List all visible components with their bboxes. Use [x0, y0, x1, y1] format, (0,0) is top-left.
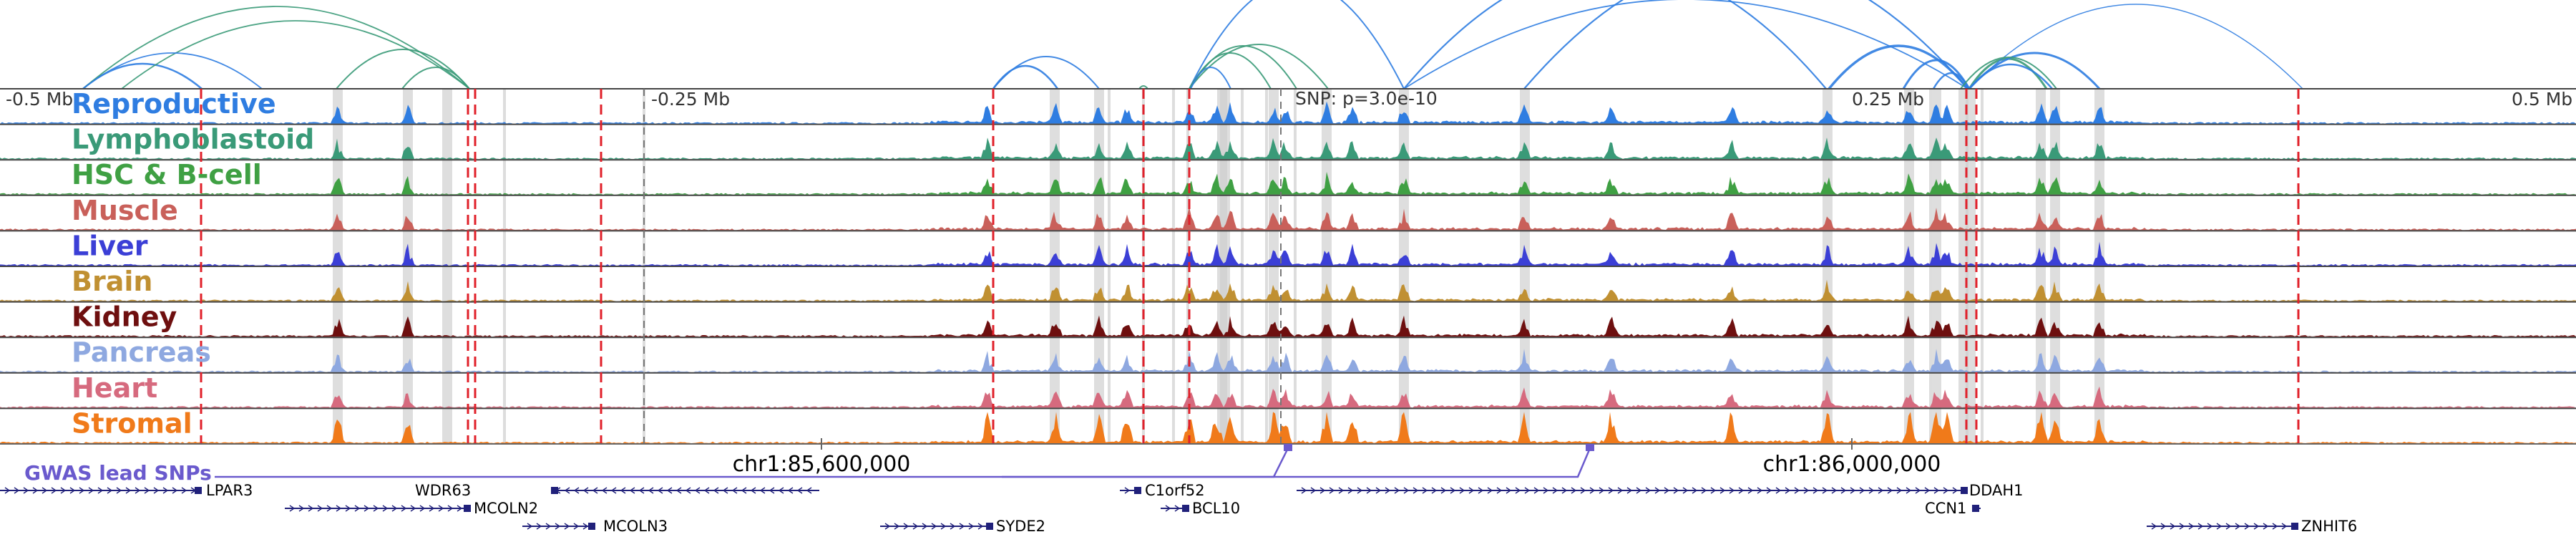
track-signal [0, 241, 2576, 266]
snp-label: SNP: p=3.0e-10 [1295, 88, 1438, 109]
gwas-lead-snps-label: GWAS lead SNPs [24, 461, 212, 485]
track-label: Liver [72, 230, 148, 261]
track-signal [0, 386, 2576, 408]
gene-wdr63: WDR63 [415, 482, 819, 499]
track-label: HSC & B-cell [72, 159, 262, 190]
chromatin-loop-arc [1189, 0, 1405, 90]
track-signal [0, 349, 2576, 372]
gene-mcoln3: MCOLN3 [522, 518, 668, 535]
chromatin-loop-arc [401, 67, 470, 90]
gene-label: LPAR3 [206, 482, 253, 499]
gene-label: DDAH1 [1969, 482, 2024, 499]
signal-tracks [0, 88, 2576, 445]
chromatin-loop-arc [1403, 0, 1968, 90]
track-label: Lymphoblastoid [72, 124, 314, 155]
coordinate-right: chr1:86,000,000 [1763, 452, 1941, 477]
chromatin-loops [82, 0, 2303, 90]
gene-label: MCOLN2 [474, 500, 538, 517]
gene-label: CCN1 [1925, 500, 1966, 517]
gene-mcoln2: MCOLN2 [285, 500, 538, 517]
gene-label: C1orf52 [1145, 482, 1205, 499]
chromatin-loop-arc [336, 49, 470, 90]
chromatin-loop-arc [992, 56, 1100, 90]
track-label: Muscle [72, 195, 178, 226]
track-signal [0, 315, 2576, 337]
track-stromal [0, 407, 2576, 443]
chromatin-loop-arc [1189, 44, 1329, 90]
gene-label: WDR63 [415, 482, 471, 499]
track-heart [0, 372, 2576, 408]
chromatin-loop-arc [82, 52, 263, 90]
track-brain [0, 266, 2576, 301]
gene-label: ZNHIT6 [2301, 518, 2357, 535]
gene-syde2: SYDE2 [880, 518, 1045, 535]
gene-lpar3: LPAR3 [0, 482, 253, 499]
gene-label: BCL10 [1192, 500, 1240, 517]
chromatin-loop-arc [1403, 0, 1827, 90]
gene-ccn1: CCN1 [1925, 500, 1981, 517]
track-signal [0, 137, 2576, 160]
track-signal [0, 206, 2576, 231]
chromatin-loop-arc [1960, 57, 2057, 90]
track-label: Reproductive [72, 88, 276, 120]
track-lymphoblastoid [0, 123, 2576, 160]
gene-znhit6: ZNHIT6 [2147, 518, 2357, 535]
gene-ddah1: DDAH1 [1297, 482, 2024, 499]
track-label: Brain [72, 266, 152, 297]
track-reproductive [0, 88, 2576, 124]
chromatin-loop-arc [121, 20, 470, 90]
chromatin-loop-arc [1189, 45, 1297, 90]
chromatin-loop-arc [1190, 67, 1231, 90]
gene-c1orf52: C1orf52 [1120, 482, 1205, 499]
chromatin-loop-arc [1523, 0, 1968, 90]
track-pancreas [0, 337, 2576, 372]
track-signal [0, 101, 2576, 124]
chromatin-loop-arc [1968, 4, 2303, 90]
axis-label-mid-left: -0.25 Mb [651, 89, 730, 110]
gene-label: SYDE2 [996, 518, 1045, 535]
axis-label-mid-right: 0.25 Mb [1852, 89, 1924, 110]
track-liver [0, 230, 2576, 266]
chromatin-loop-arc [1138, 85, 1148, 90]
track-signal [0, 171, 2576, 195]
gwas-track: GWAS lead SNPs [24, 444, 1594, 485]
track-signal [0, 412, 2576, 443]
gene-label: MCOLN3 [603, 518, 668, 535]
axis-label-left: -0.5 Mb [6, 89, 73, 110]
chromatin-loop-arc [1828, 44, 1969, 90]
track-muscle [0, 194, 2576, 231]
track-kidney [0, 301, 2576, 337]
track-label: Heart [72, 372, 157, 404]
chromatin-loop-arc [82, 6, 470, 90]
track-labels: Reproductive Lymphoblastoid HSC & B-cell Mu… [72, 88, 314, 439]
axis-label-right: 0.5 Mb [2512, 89, 2572, 110]
highlight-lines [200, 89, 2300, 444]
track-label: Pancreas [72, 337, 211, 368]
track-hsc-b-cell [0, 159, 2576, 195]
track-label: Kidney [72, 301, 177, 333]
track-label: Stromal [72, 407, 192, 439]
gene-bcl10: BCL10 [1161, 500, 1240, 517]
coordinate-left: chr1:85,600,000 [733, 452, 911, 477]
coordinate-axis: chr1:85,600,000 chr1:86,000,000 [0, 438, 2576, 477]
track-signal [0, 279, 2576, 301]
